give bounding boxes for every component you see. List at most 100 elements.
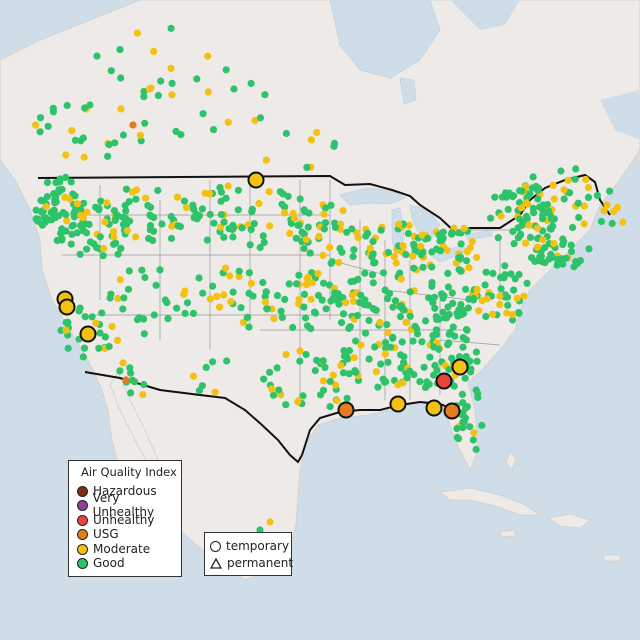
highlighted-monitor-dot[interactable] bbox=[443, 402, 461, 420]
monitor-dot bbox=[62, 173, 70, 181]
monitor-dot bbox=[259, 278, 267, 287]
legend-label: USG bbox=[93, 527, 119, 541]
monitor-dot bbox=[73, 200, 81, 208]
highlighted-monitor-dot[interactable] bbox=[389, 395, 407, 413]
monitor-dot bbox=[466, 357, 474, 365]
monitor-dot bbox=[459, 424, 467, 432]
monitor-dot bbox=[247, 279, 255, 287]
monitor-dot bbox=[62, 211, 70, 219]
monitor-dot bbox=[461, 374, 469, 382]
highlighted-monitor-dot[interactable] bbox=[79, 325, 97, 343]
monitor-dot bbox=[377, 226, 385, 234]
monitor-dot bbox=[448, 229, 456, 237]
monitor-dot bbox=[449, 323, 457, 331]
hudson-bay bbox=[329, 0, 441, 79]
monitor-dot bbox=[406, 312, 414, 320]
monitor-dot bbox=[387, 343, 395, 351]
monitor-dot bbox=[428, 263, 436, 271]
monitor-dot bbox=[343, 394, 351, 402]
monitor-dot bbox=[304, 273, 312, 281]
monitor-dot bbox=[440, 292, 448, 300]
monitor-dot bbox=[392, 259, 400, 267]
monitor-dot bbox=[368, 253, 376, 261]
highlighted-monitor-dot[interactable] bbox=[247, 171, 265, 189]
highlighted-monitor-dot[interactable] bbox=[425, 399, 443, 417]
monitor-dot bbox=[227, 298, 235, 306]
monitor-dot bbox=[167, 212, 175, 221]
monitor-dot bbox=[311, 309, 320, 317]
monitor-dot bbox=[221, 264, 230, 272]
gulf-coast-outline bbox=[301, 400, 466, 456]
highlighted-monitor-dot[interactable] bbox=[435, 372, 453, 390]
monitor-dot bbox=[339, 369, 348, 377]
monitor-dot bbox=[282, 129, 290, 138]
monitor-dot bbox=[354, 234, 362, 242]
monitor-dot bbox=[362, 232, 370, 240]
monitor-dot bbox=[247, 79, 255, 87]
monitor-dot bbox=[62, 326, 70, 334]
monitor-dot bbox=[340, 352, 348, 360]
monitor-dot bbox=[202, 363, 210, 371]
legend-label: temporary bbox=[226, 539, 290, 553]
bahamas bbox=[505, 451, 517, 471]
monitor-dot bbox=[501, 271, 509, 279]
monitor-dot bbox=[204, 52, 212, 60]
monitor-dot bbox=[314, 269, 322, 278]
hazardous-swatch bbox=[77, 485, 88, 497]
monitor-dot bbox=[57, 326, 65, 334]
monitor-dot bbox=[71, 136, 79, 144]
monitor-dot bbox=[336, 244, 344, 253]
highlighted-monitor-dot[interactable] bbox=[58, 298, 76, 316]
monitor-dot bbox=[383, 321, 391, 329]
monitor-dot bbox=[63, 101, 71, 110]
monitor-dot bbox=[523, 279, 531, 287]
monitor-dot bbox=[464, 304, 472, 312]
monitor-dot bbox=[472, 348, 480, 356]
monitor-dot bbox=[409, 337, 417, 345]
monitor-dot bbox=[472, 386, 480, 394]
monitor-dot bbox=[210, 219, 218, 227]
monitor-dot bbox=[133, 29, 141, 37]
monitor-dot bbox=[345, 370, 353, 378]
monitor-dot bbox=[468, 238, 476, 246]
monitor-dot bbox=[296, 347, 304, 355]
monitor-dot bbox=[339, 207, 347, 215]
highlighted-monitor-dot[interactable] bbox=[451, 358, 469, 376]
legend-item-hazardous: Hazardous bbox=[77, 484, 157, 498]
monitor-dot bbox=[413, 330, 422, 338]
monitor-dot bbox=[75, 307, 83, 315]
monitor-dot bbox=[503, 293, 511, 301]
monitor-dot bbox=[298, 228, 306, 236]
monitor-dot bbox=[482, 312, 490, 321]
monitor-dot bbox=[302, 235, 310, 244]
monitor-dot bbox=[350, 354, 358, 362]
legend-item-unhealthy: Unhealthy bbox=[77, 513, 154, 527]
monitor-dot bbox=[377, 360, 385, 368]
monitor-dot bbox=[296, 195, 304, 203]
monitor-dot bbox=[326, 243, 334, 252]
highlighted-monitor-dot[interactable] bbox=[337, 401, 355, 419]
monitor-dot bbox=[354, 275, 362, 283]
monitor-dot bbox=[559, 240, 567, 249]
monitor-dot bbox=[397, 351, 405, 359]
aqi-legend: Air Quality Index Hazardous Very Unhealt… bbox=[68, 460, 182, 577]
monitor-dot bbox=[516, 215, 524, 223]
monitor-dot bbox=[508, 311, 517, 319]
monitor-dot bbox=[422, 317, 430, 325]
monitor-dot bbox=[193, 215, 201, 223]
monitor-dot bbox=[329, 371, 337, 379]
monitor-dot bbox=[98, 309, 106, 317]
monitor-dot bbox=[494, 234, 502, 242]
monitor-dot bbox=[239, 318, 248, 326]
monitor-dot bbox=[320, 279, 328, 287]
monitor-dot bbox=[295, 271, 303, 279]
monitor-dot bbox=[82, 229, 91, 237]
monitor-dot bbox=[195, 274, 203, 282]
monitor-dot bbox=[121, 214, 130, 222]
monitor-dot bbox=[280, 209, 289, 217]
monitor-dot bbox=[56, 175, 64, 183]
monitor-dot bbox=[97, 197, 105, 205]
monitor-dot bbox=[473, 253, 481, 262]
monitor-dot bbox=[474, 393, 482, 401]
monitor-dot bbox=[445, 330, 453, 338]
